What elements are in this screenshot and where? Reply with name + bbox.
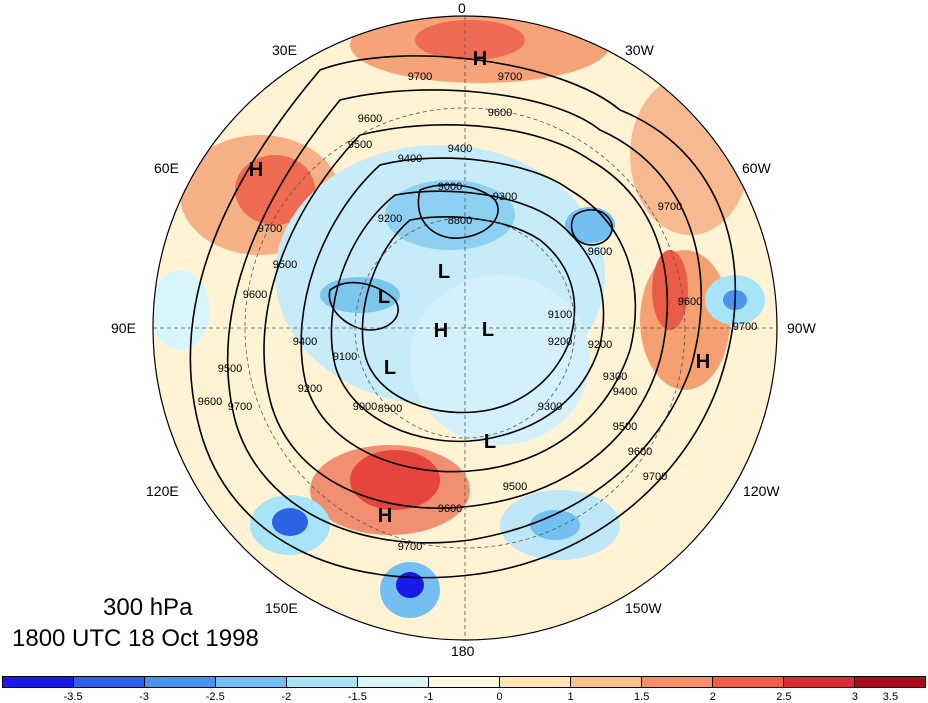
low-center-label: L xyxy=(438,261,450,283)
contour-label: 9600 xyxy=(628,446,652,458)
lon-label-120w: 120W xyxy=(743,483,780,499)
low-center-label: L xyxy=(384,357,396,379)
lon-label-150e: 150E xyxy=(265,600,298,616)
contour-label: 9300 xyxy=(603,371,627,383)
colorbar-tick-label: -1 xyxy=(423,691,434,703)
lon-label-90e: 90E xyxy=(111,320,136,336)
contour-label: 8900 xyxy=(378,403,402,415)
contour-label: 9700 xyxy=(258,223,282,235)
high-center-label: H xyxy=(696,351,710,373)
colorbar-segment xyxy=(642,677,713,687)
lon-label-0: 0 xyxy=(458,0,466,16)
contour-label: 9300 xyxy=(493,191,517,203)
contour-label: 9200 xyxy=(548,336,572,348)
colorbar-segment xyxy=(429,677,500,687)
colorbar-segment xyxy=(216,677,287,687)
low-center-label: L xyxy=(482,319,494,341)
contour-label: 9500 xyxy=(348,139,372,151)
colorbar-tick-label: -2 xyxy=(281,691,292,703)
colorbar-tick-label: 2.5 xyxy=(776,691,792,703)
anomaly-shading xyxy=(153,16,765,618)
lon-label-150w: 150W xyxy=(625,600,662,616)
contour-label: 9600 xyxy=(198,396,222,408)
lon-label-60w: 60W xyxy=(742,160,771,176)
high-center-label: H xyxy=(434,320,448,342)
colorbar-tick-label: 3 xyxy=(851,691,858,703)
contour-label: 8800 xyxy=(448,215,472,227)
colorbar-tick-label: 1.5 xyxy=(634,691,650,703)
contour-label: 9700 xyxy=(733,321,757,333)
colorbar-tick-label: -3 xyxy=(139,691,150,703)
contour-label: 9700 xyxy=(658,201,682,213)
colorbar-segment xyxy=(145,677,216,687)
colorbar-segment xyxy=(855,677,925,687)
contour-label: 9700 xyxy=(228,401,252,413)
colorbar-tick-label: -3.5 xyxy=(63,691,83,703)
contour-label: 9400 xyxy=(448,143,472,155)
colorbar-tick-label: 0 xyxy=(496,691,503,703)
colorbar xyxy=(2,676,926,688)
contour-label: 9600 xyxy=(243,289,267,301)
height-contours xyxy=(189,55,737,579)
colorbar-tick-label: 3.5 xyxy=(882,691,899,703)
colorbar-segment xyxy=(713,677,784,687)
colorbar-segment xyxy=(500,677,571,687)
level-caption: 300 hPa xyxy=(103,594,193,621)
contour-label: 9500 xyxy=(613,421,637,433)
colorbar-segment xyxy=(3,677,74,687)
colorbar-tick-label: 2 xyxy=(709,691,716,703)
contour-label: 9400 xyxy=(398,153,422,165)
contour-label: 9300 xyxy=(538,401,562,413)
contour-label: 9500 xyxy=(273,259,297,271)
low-center-label: L xyxy=(378,286,390,308)
contour-label: 9200 xyxy=(588,339,612,351)
pressure-centers: H H H H H L L L L L xyxy=(249,48,710,527)
contour-label: 9500 xyxy=(503,481,527,493)
contour-label: 9000 xyxy=(353,401,377,413)
colorbar-segment xyxy=(287,677,358,687)
contour-label: 9500 xyxy=(218,363,242,375)
high-center-label: H xyxy=(249,159,263,181)
contour-label: 9200 xyxy=(298,383,322,395)
colorbar-tick-label: 1 xyxy=(567,691,574,703)
contour-label: 9700 xyxy=(408,71,432,83)
contour-label: 9700 xyxy=(643,471,667,483)
contour-label: 9100 xyxy=(333,351,357,363)
contour-label: 9700 xyxy=(498,71,522,83)
colorbar-tick-label: -2.5 xyxy=(205,691,225,703)
colorbar-tick-label: -1.5 xyxy=(347,691,367,703)
contour-label: 9200 xyxy=(378,213,402,225)
high-center-label: H xyxy=(378,505,392,527)
colorbar-segment xyxy=(74,677,145,687)
lon-label-60e: 60E xyxy=(154,160,179,176)
map-border xyxy=(152,15,778,641)
lon-label-180: 180 xyxy=(451,643,475,659)
high-center-label: H xyxy=(473,48,487,70)
lon-label-30w: 30W xyxy=(625,42,654,58)
contour-label: 9000 xyxy=(438,181,462,193)
low-center-label: L xyxy=(484,431,496,453)
time-caption: 1800 UTC 18 Oct 1998 xyxy=(12,625,259,652)
colorbar-segment xyxy=(784,677,855,687)
contour-label: 9400 xyxy=(293,336,317,348)
contour-label: 9700 xyxy=(398,541,422,553)
lon-label-30e: 30E xyxy=(272,42,297,58)
graticule xyxy=(153,16,777,640)
contour-label: 9400 xyxy=(613,386,637,398)
colorbar-segment xyxy=(358,677,429,687)
colorbar-segment xyxy=(571,677,642,687)
contour-label: 9600 xyxy=(358,113,382,125)
contour-label: 9600 xyxy=(588,246,612,258)
contour-label: 9600 xyxy=(678,296,702,308)
lon-label-90w: 90W xyxy=(787,320,816,336)
lon-label-120e: 120E xyxy=(146,483,179,499)
contour-label: 9600 xyxy=(438,503,462,515)
contour-labels: 9700 9700 9600 9600 9500 9400 9400 9300 9200 9000… xyxy=(198,71,757,553)
contour-label: 9600 xyxy=(488,107,512,119)
contour-label: 9100 xyxy=(548,309,572,321)
